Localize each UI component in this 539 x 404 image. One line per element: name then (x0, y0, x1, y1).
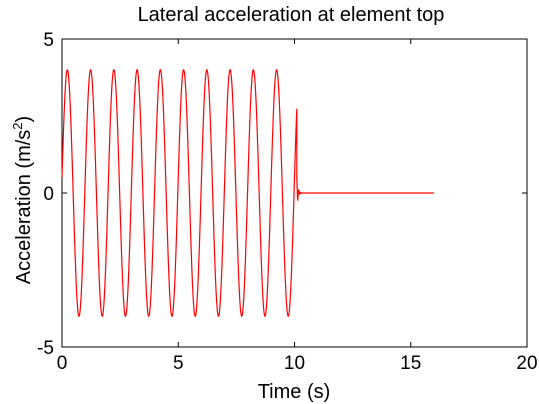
x-axis-label: Time (s) (258, 381, 331, 403)
y-axis-label-superscript: 2 (10, 122, 25, 129)
series-line (61, 68, 434, 318)
axis-ticks: 0 5 10 15 20-505 (37, 30, 537, 374)
x-tick-label: 5 (173, 353, 184, 374)
series-lines (61, 68, 434, 318)
x-tick-label: 15 (400, 353, 421, 374)
chart-title: Lateral acceleration at element top (138, 4, 445, 26)
y-axis-label-main: Acceleration (m/s (13, 130, 35, 285)
y-axis-label-close: ) (13, 116, 35, 123)
y-tick-label: 5 (43, 30, 54, 51)
y-tick-label: 0 (43, 184, 54, 205)
x-tick-label: 10 (284, 353, 305, 374)
y-tick-label: -5 (37, 338, 54, 359)
x-tick-label: 0 (57, 353, 68, 374)
y-axis-label: Acceleration (m/s2) (10, 116, 35, 284)
x-tick-label: 20 (516, 353, 537, 374)
